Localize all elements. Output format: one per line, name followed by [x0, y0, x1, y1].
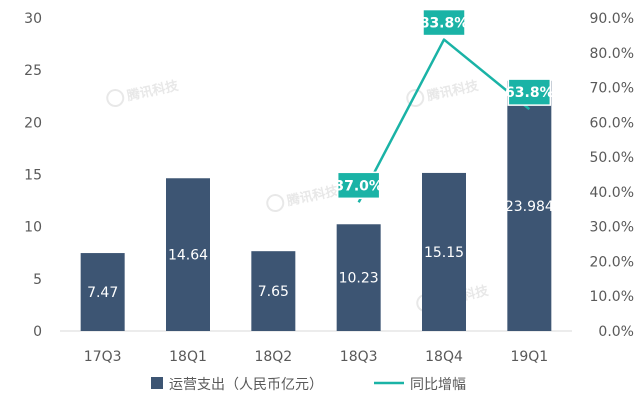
legend-swatch-bar	[151, 377, 163, 389]
bar-17Q3	[80, 253, 125, 331]
legend: 运营支出（人民币亿元） 同比增幅	[151, 377, 466, 393]
line-series: 37.0% 83.8% 63.8%	[334, 8, 554, 203]
left-tick-label: 5	[33, 272, 42, 288]
growth-label-box	[336, 171, 381, 200]
category-label: 18Q1	[169, 349, 207, 365]
growth-value-label: 37.0%	[334, 178, 383, 194]
x-axis: 17Q3 18Q1 18Q2 18Q3 18Q4 19Q1	[84, 349, 548, 365]
right-tick-label: 70.0%	[590, 81, 634, 97]
left-tick-label: 0	[33, 324, 42, 340]
right-tick-label: 20.0%	[590, 254, 634, 270]
bar-value-label: 15.15	[424, 245, 464, 261]
category-label: 18Q2	[254, 349, 292, 365]
category-label: 17Q3	[84, 349, 122, 365]
legend-label-bar: 运营支出（人民币亿元）	[169, 377, 323, 393]
bar-18Q1	[166, 178, 210, 331]
right-tick-label: 60.0%	[590, 115, 634, 131]
right-tick-label: 40.0%	[590, 185, 634, 201]
right-tick-label: 10.0%	[590, 289, 634, 305]
bar-value-label: 23.984	[505, 199, 554, 215]
watermark-logo-icon	[106, 89, 125, 108]
bar-value-label: 7.47	[87, 285, 118, 301]
growth-label-box	[422, 8, 466, 37]
bar-series: 7.47 14.64 7.65 10.23 15.15 23.984	[80, 80, 554, 331]
growth-label-box	[507, 78, 552, 106]
bar-value-label: 7.65	[258, 284, 289, 300]
category-label: 19Q1	[510, 349, 548, 365]
category-label: 18Q3	[340, 349, 378, 365]
watermark-logo-icon	[266, 194, 285, 213]
right-tick-label: 80.0%	[590, 46, 634, 62]
growth-line	[357, 38, 531, 203]
growth-value-label: 83.8%	[420, 16, 469, 32]
left-tick-label: 20	[24, 115, 42, 131]
watermark-logo-icon	[406, 89, 425, 108]
left-tick-label: 10	[24, 220, 42, 236]
right-tick-label: 30.0%	[590, 220, 634, 236]
left-tick-label: 25	[24, 63, 42, 79]
bar-19Q1	[507, 80, 552, 331]
category-label: 18Q4	[425, 349, 463, 365]
left-axis: 0 5 10 15 20 25 30	[24, 11, 42, 340]
legend-label-line: 同比增幅	[410, 377, 466, 393]
bar-value-label: 14.64	[168, 248, 208, 264]
bar-18Q2	[251, 251, 296, 331]
right-axis: 0.0% 10.0% 20.0% 30.0% 40.0% 50.0% 60.0% 70.0% 8…	[590, 11, 634, 340]
left-tick-label: 30	[24, 11, 42, 27]
right-tick-label: 50.0%	[590, 150, 634, 166]
bar-value-label: 10.23	[339, 271, 379, 287]
right-tick-label: 0.0%	[598, 324, 634, 340]
growth-value-label: 63.8%	[505, 85, 554, 101]
bar-18Q4	[422, 172, 466, 331]
right-tick-label: 90.0%	[590, 11, 634, 27]
bar-18Q3	[336, 224, 381, 331]
left-tick-label: 15	[24, 168, 42, 184]
